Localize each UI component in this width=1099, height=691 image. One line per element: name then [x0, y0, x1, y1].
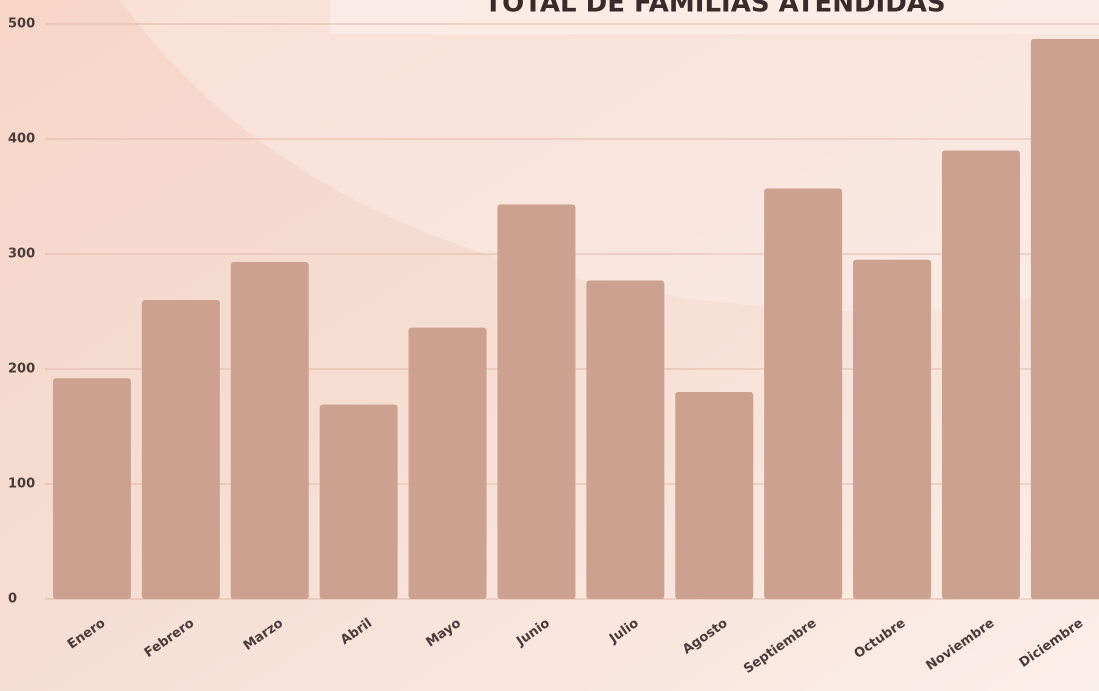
- title-band: [330, 0, 1099, 34]
- bar: [230, 262, 309, 599]
- y-tick-label: 300: [8, 247, 35, 262]
- bar: [1030, 38, 1099, 599]
- chart-title: TOTAL DE FAMILIAS ATENDIDAS: [484, 0, 945, 19]
- bar: [941, 150, 1020, 599]
- bar: [497, 204, 576, 600]
- bar: [853, 259, 932, 599]
- bar: [408, 327, 487, 599]
- y-tick-label: 200: [8, 362, 35, 377]
- bar: [319, 404, 398, 599]
- y-tick-label: 0: [8, 592, 17, 607]
- bar: [141, 300, 220, 599]
- bar: [52, 378, 131, 599]
- y-tick-label: 400: [8, 132, 35, 147]
- y-tick-label: 500: [8, 17, 35, 32]
- bar: [675, 392, 754, 599]
- bar: [586, 280, 665, 599]
- decor: [120, 0, 1099, 312]
- y-tick-label: 100: [8, 477, 35, 492]
- bar: [764, 188, 843, 599]
